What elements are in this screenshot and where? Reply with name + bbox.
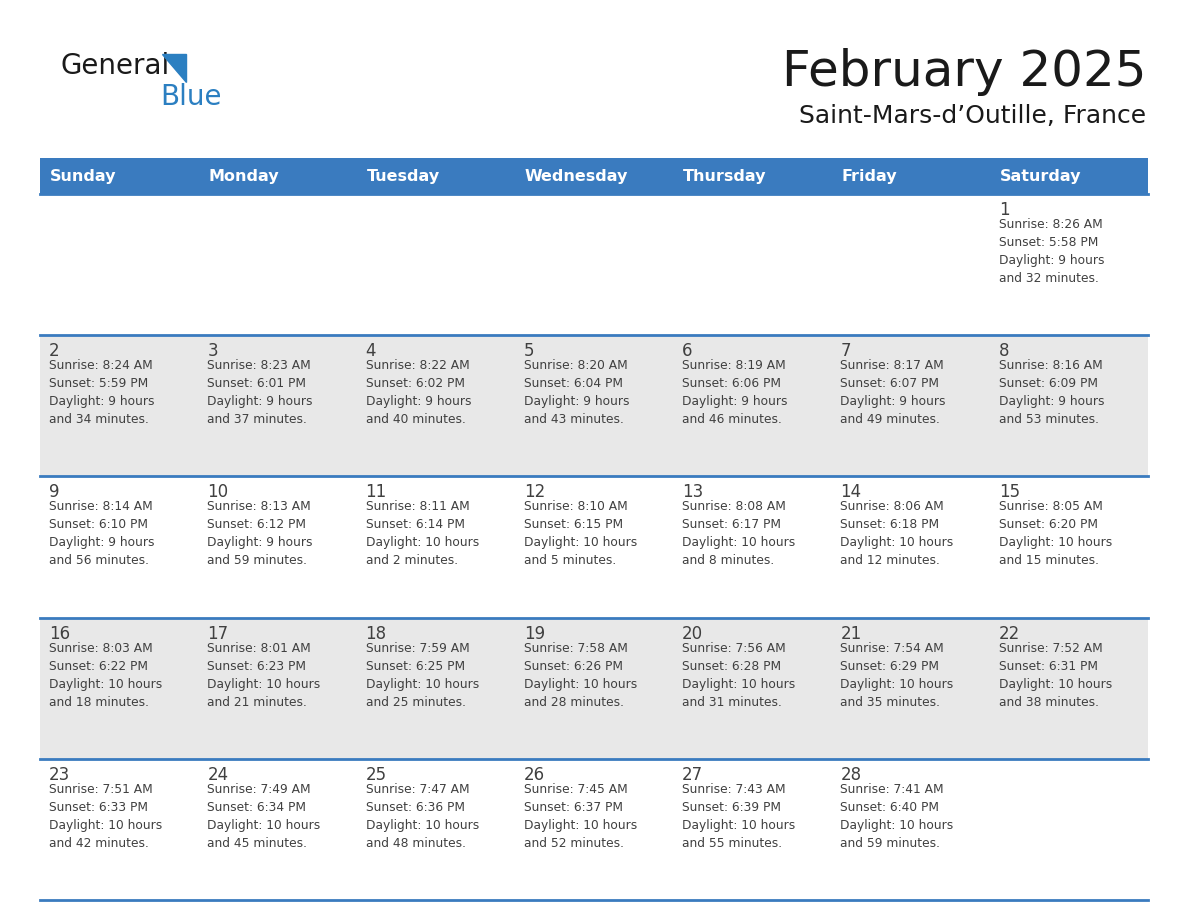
Text: Sunrise: 8:24 AM
Sunset: 5:59 PM
Daylight: 9 hours
and 34 minutes.: Sunrise: 8:24 AM Sunset: 5:59 PM Dayligh… (49, 359, 154, 426)
Text: Sunrise: 7:49 AM
Sunset: 6:34 PM
Daylight: 10 hours
and 45 minutes.: Sunrise: 7:49 AM Sunset: 6:34 PM Dayligh… (207, 783, 321, 850)
Text: 11: 11 (366, 484, 387, 501)
Text: Sunrise: 8:19 AM
Sunset: 6:06 PM
Daylight: 9 hours
and 46 minutes.: Sunrise: 8:19 AM Sunset: 6:06 PM Dayligh… (682, 359, 788, 426)
Text: 26: 26 (524, 766, 545, 784)
Text: 27: 27 (682, 766, 703, 784)
Text: 8: 8 (999, 342, 1010, 360)
Text: Sunrise: 8:10 AM
Sunset: 6:15 PM
Daylight: 10 hours
and 5 minutes.: Sunrise: 8:10 AM Sunset: 6:15 PM Dayligh… (524, 500, 637, 567)
Text: Friday: Friday (841, 169, 897, 184)
Bar (40, 194, 1148, 335)
Bar (990, 158, 1148, 194)
Text: February 2025: February 2025 (782, 48, 1146, 96)
Text: Saint-Mars-d’Outille, France: Saint-Mars-d’Outille, France (798, 104, 1146, 128)
Bar (514, 158, 674, 194)
Text: 6: 6 (682, 342, 693, 360)
Text: Saturday: Saturday (1000, 169, 1081, 184)
Text: 18: 18 (366, 624, 387, 643)
Text: 5: 5 (524, 342, 535, 360)
Text: 21: 21 (840, 624, 861, 643)
Bar (40, 158, 198, 194)
Text: Tuesday: Tuesday (367, 169, 440, 184)
Text: Blue: Blue (160, 83, 221, 111)
Text: Sunrise: 8:22 AM
Sunset: 6:02 PM
Daylight: 9 hours
and 40 minutes.: Sunrise: 8:22 AM Sunset: 6:02 PM Dayligh… (366, 359, 472, 426)
Text: Sunrise: 8:20 AM
Sunset: 6:04 PM
Daylight: 9 hours
and 43 minutes.: Sunrise: 8:20 AM Sunset: 6:04 PM Dayligh… (524, 359, 630, 426)
Text: Sunrise: 8:16 AM
Sunset: 6:09 PM
Daylight: 9 hours
and 53 minutes.: Sunrise: 8:16 AM Sunset: 6:09 PM Dayligh… (999, 359, 1104, 426)
Text: Sunrise: 8:05 AM
Sunset: 6:20 PM
Daylight: 10 hours
and 15 minutes.: Sunrise: 8:05 AM Sunset: 6:20 PM Dayligh… (999, 500, 1112, 567)
Text: 7: 7 (840, 342, 851, 360)
Text: Sunrise: 8:23 AM
Sunset: 6:01 PM
Daylight: 9 hours
and 37 minutes.: Sunrise: 8:23 AM Sunset: 6:01 PM Dayligh… (207, 359, 312, 426)
Text: 1: 1 (999, 201, 1010, 219)
Text: 28: 28 (840, 766, 861, 784)
Text: 25: 25 (366, 766, 387, 784)
Text: Sunrise: 7:59 AM
Sunset: 6:25 PM
Daylight: 10 hours
and 25 minutes.: Sunrise: 7:59 AM Sunset: 6:25 PM Dayligh… (366, 642, 479, 709)
Text: 14: 14 (840, 484, 861, 501)
Text: 20: 20 (682, 624, 703, 643)
Text: Sunrise: 7:51 AM
Sunset: 6:33 PM
Daylight: 10 hours
and 42 minutes.: Sunrise: 7:51 AM Sunset: 6:33 PM Dayligh… (49, 783, 163, 850)
Text: 19: 19 (524, 624, 545, 643)
Text: Sunrise: 7:58 AM
Sunset: 6:26 PM
Daylight: 10 hours
and 28 minutes.: Sunrise: 7:58 AM Sunset: 6:26 PM Dayligh… (524, 642, 637, 709)
Bar (40, 335, 1148, 476)
Bar (832, 158, 990, 194)
Text: Sunrise: 7:41 AM
Sunset: 6:40 PM
Daylight: 10 hours
and 59 minutes.: Sunrise: 7:41 AM Sunset: 6:40 PM Dayligh… (840, 783, 954, 850)
Text: 3: 3 (207, 342, 217, 360)
Bar (198, 158, 356, 194)
Bar (356, 158, 514, 194)
Text: Sunrise: 7:52 AM
Sunset: 6:31 PM
Daylight: 10 hours
and 38 minutes.: Sunrise: 7:52 AM Sunset: 6:31 PM Dayligh… (999, 642, 1112, 709)
Text: 12: 12 (524, 484, 545, 501)
Text: 15: 15 (999, 484, 1019, 501)
Text: Sunday: Sunday (50, 169, 116, 184)
Text: Sunrise: 8:11 AM
Sunset: 6:14 PM
Daylight: 10 hours
and 2 minutes.: Sunrise: 8:11 AM Sunset: 6:14 PM Dayligh… (366, 500, 479, 567)
Text: Sunrise: 8:17 AM
Sunset: 6:07 PM
Daylight: 9 hours
and 49 minutes.: Sunrise: 8:17 AM Sunset: 6:07 PM Dayligh… (840, 359, 946, 426)
Text: Sunrise: 8:14 AM
Sunset: 6:10 PM
Daylight: 9 hours
and 56 minutes.: Sunrise: 8:14 AM Sunset: 6:10 PM Dayligh… (49, 500, 154, 567)
Text: Wednesday: Wednesday (525, 169, 628, 184)
Text: 23: 23 (49, 766, 70, 784)
Text: Sunrise: 8:13 AM
Sunset: 6:12 PM
Daylight: 9 hours
and 59 minutes.: Sunrise: 8:13 AM Sunset: 6:12 PM Dayligh… (207, 500, 312, 567)
Text: 10: 10 (207, 484, 228, 501)
Text: 17: 17 (207, 624, 228, 643)
Text: Sunrise: 7:45 AM
Sunset: 6:37 PM
Daylight: 10 hours
and 52 minutes.: Sunrise: 7:45 AM Sunset: 6:37 PM Dayligh… (524, 783, 637, 850)
Text: Monday: Monday (208, 169, 279, 184)
Text: 2: 2 (49, 342, 59, 360)
Bar (40, 618, 1148, 759)
Text: 4: 4 (366, 342, 377, 360)
Text: Sunrise: 7:43 AM
Sunset: 6:39 PM
Daylight: 10 hours
and 55 minutes.: Sunrise: 7:43 AM Sunset: 6:39 PM Dayligh… (682, 783, 796, 850)
Text: Sunrise: 8:06 AM
Sunset: 6:18 PM
Daylight: 10 hours
and 12 minutes.: Sunrise: 8:06 AM Sunset: 6:18 PM Dayligh… (840, 500, 954, 567)
Bar (40, 476, 1148, 618)
Text: Sunrise: 8:03 AM
Sunset: 6:22 PM
Daylight: 10 hours
and 18 minutes.: Sunrise: 8:03 AM Sunset: 6:22 PM Dayligh… (49, 642, 163, 709)
Text: General: General (61, 52, 169, 80)
Text: Sunrise: 8:01 AM
Sunset: 6:23 PM
Daylight: 10 hours
and 21 minutes.: Sunrise: 8:01 AM Sunset: 6:23 PM Dayligh… (207, 642, 321, 709)
Text: 9: 9 (49, 484, 59, 501)
Polygon shape (162, 54, 187, 82)
Text: Sunrise: 7:47 AM
Sunset: 6:36 PM
Daylight: 10 hours
and 48 minutes.: Sunrise: 7:47 AM Sunset: 6:36 PM Dayligh… (366, 783, 479, 850)
Text: Sunrise: 7:56 AM
Sunset: 6:28 PM
Daylight: 10 hours
and 31 minutes.: Sunrise: 7:56 AM Sunset: 6:28 PM Dayligh… (682, 642, 796, 709)
Text: Sunrise: 8:26 AM
Sunset: 5:58 PM
Daylight: 9 hours
and 32 minutes.: Sunrise: 8:26 AM Sunset: 5:58 PM Dayligh… (999, 218, 1104, 285)
Text: 22: 22 (999, 624, 1020, 643)
Text: Sunrise: 7:54 AM
Sunset: 6:29 PM
Daylight: 10 hours
and 35 minutes.: Sunrise: 7:54 AM Sunset: 6:29 PM Dayligh… (840, 642, 954, 709)
Text: 16: 16 (49, 624, 70, 643)
Text: 24: 24 (207, 766, 228, 784)
Bar (674, 158, 832, 194)
Text: Sunrise: 8:08 AM
Sunset: 6:17 PM
Daylight: 10 hours
and 8 minutes.: Sunrise: 8:08 AM Sunset: 6:17 PM Dayligh… (682, 500, 796, 567)
Bar (40, 759, 1148, 900)
Text: Thursday: Thursday (683, 169, 766, 184)
Text: 13: 13 (682, 484, 703, 501)
